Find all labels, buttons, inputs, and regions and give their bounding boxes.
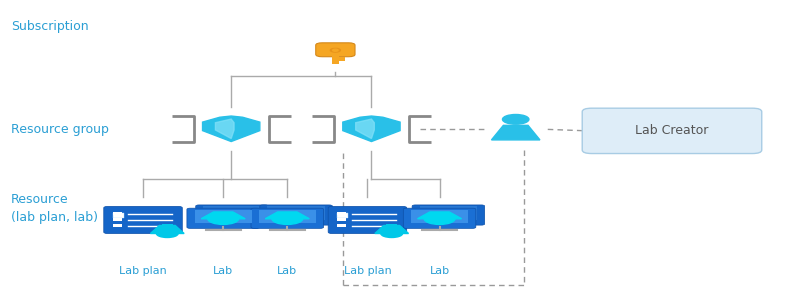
Text: Lab: Lab [278, 266, 297, 276]
FancyBboxPatch shape [316, 43, 355, 57]
FancyBboxPatch shape [194, 209, 252, 223]
FancyBboxPatch shape [113, 212, 122, 215]
FancyBboxPatch shape [387, 224, 397, 227]
FancyBboxPatch shape [337, 212, 346, 215]
Text: Subscription: Subscription [10, 20, 89, 33]
Text: Resource
(lab plan, lab): Resource (lab plan, lab) [10, 194, 98, 224]
FancyBboxPatch shape [113, 224, 122, 227]
FancyBboxPatch shape [337, 218, 346, 221]
FancyBboxPatch shape [187, 208, 259, 228]
FancyBboxPatch shape [412, 205, 485, 225]
FancyBboxPatch shape [260, 205, 332, 225]
Circle shape [272, 213, 303, 224]
FancyBboxPatch shape [162, 224, 173, 227]
FancyBboxPatch shape [332, 54, 339, 64]
Text: Resource group: Resource group [10, 123, 109, 136]
Polygon shape [417, 212, 462, 219]
Circle shape [381, 230, 403, 238]
FancyBboxPatch shape [328, 206, 407, 234]
FancyBboxPatch shape [404, 208, 476, 228]
Polygon shape [343, 116, 400, 142]
Circle shape [207, 213, 239, 224]
FancyBboxPatch shape [339, 59, 345, 61]
Polygon shape [201, 212, 245, 219]
Polygon shape [356, 119, 374, 139]
FancyBboxPatch shape [339, 57, 345, 59]
FancyBboxPatch shape [267, 206, 324, 220]
FancyBboxPatch shape [582, 108, 762, 154]
Polygon shape [266, 212, 309, 219]
Polygon shape [215, 119, 234, 139]
Circle shape [503, 115, 529, 124]
Text: Lab plan: Lab plan [119, 266, 167, 276]
FancyBboxPatch shape [196, 205, 268, 225]
FancyBboxPatch shape [258, 209, 316, 223]
FancyBboxPatch shape [337, 214, 349, 218]
FancyBboxPatch shape [337, 224, 346, 227]
Text: Lab plan: Lab plan [344, 266, 391, 276]
FancyBboxPatch shape [420, 206, 477, 220]
FancyBboxPatch shape [251, 208, 324, 228]
FancyBboxPatch shape [104, 206, 182, 234]
Circle shape [332, 49, 338, 51]
Polygon shape [150, 226, 184, 233]
Polygon shape [203, 116, 260, 142]
FancyBboxPatch shape [113, 214, 124, 218]
FancyBboxPatch shape [411, 209, 468, 223]
Circle shape [157, 230, 178, 238]
Text: Lab: Lab [429, 266, 449, 276]
Polygon shape [491, 125, 540, 140]
FancyBboxPatch shape [203, 206, 261, 220]
Text: Lab Creator: Lab Creator [635, 124, 709, 137]
Polygon shape [374, 226, 408, 233]
Text: Lab: Lab [213, 266, 233, 276]
Circle shape [330, 48, 341, 52]
Circle shape [424, 213, 455, 224]
FancyBboxPatch shape [113, 218, 122, 221]
